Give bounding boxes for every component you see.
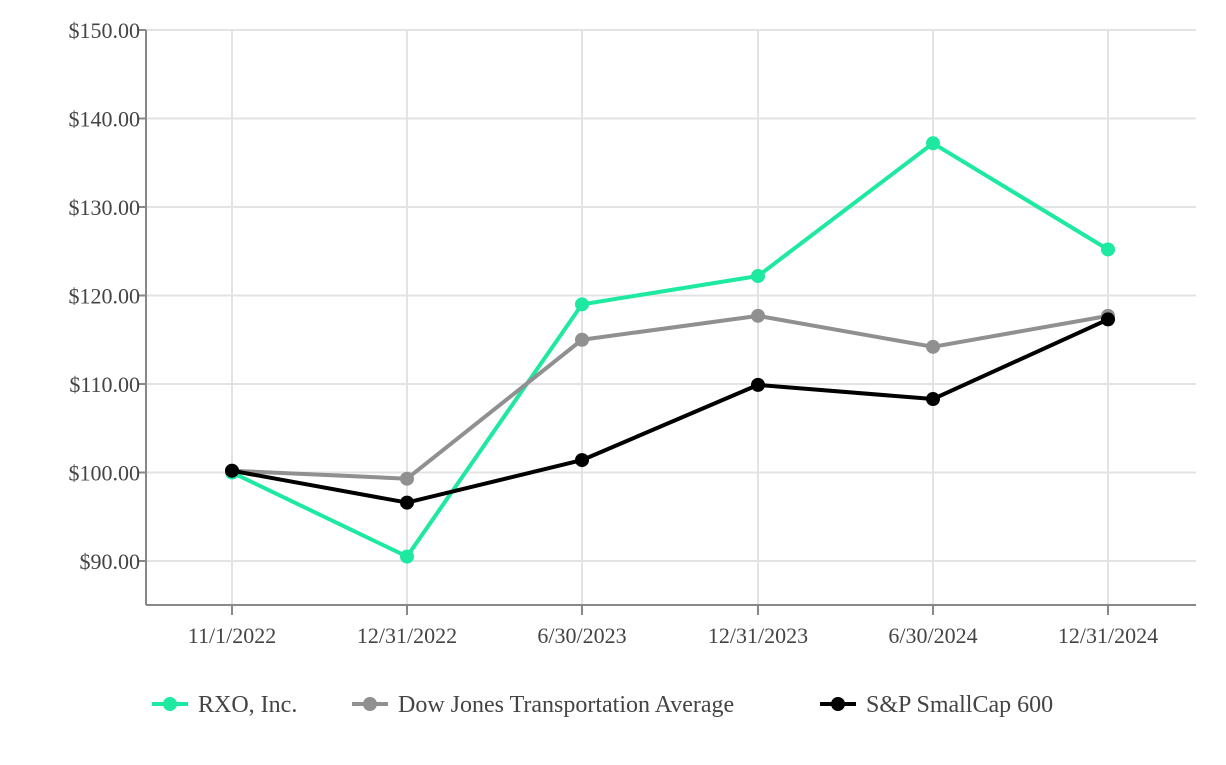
data-point: [575, 297, 589, 312]
x-tick-label: 11/1/2022: [188, 623, 276, 648]
x-tick-labels: 11/1/2022 12/31/2022 6/30/2023 12/31/2023 6/…: [188, 623, 1158, 648]
data-point: [926, 136, 940, 151]
grid: [146, 29, 1196, 605]
data-point: [926, 392, 940, 407]
series-0: [225, 136, 1115, 564]
legend: RXO, Inc. Dow Jones Transportation Averag…: [152, 692, 1053, 718]
data-point: [225, 463, 239, 478]
x-tick-label: 6/30/2023: [537, 623, 626, 648]
y-tick-label: $150.00: [69, 18, 141, 43]
y-tick-label: $120.00: [69, 284, 141, 309]
data-point: [575, 453, 589, 468]
data-point: [751, 269, 765, 284]
series: [225, 136, 1115, 564]
series-1: [225, 308, 1115, 486]
legend-label: RXO, Inc.: [198, 692, 297, 718]
data-point: [1101, 312, 1115, 327]
series-line: [231, 141, 1110, 559]
data-point: [575, 332, 589, 347]
y-tick-label: $100.00: [69, 461, 141, 486]
data-point: [400, 495, 414, 510]
series-line: [231, 313, 1109, 481]
data-point: [751, 377, 765, 392]
x-tick-label: 12/31/2024: [1058, 623, 1158, 648]
x-tick-label: 12/31/2022: [357, 623, 457, 648]
series-line: [231, 317, 1109, 505]
legend-swatch-marker: [363, 697, 377, 711]
data-point: [926, 339, 940, 354]
data-point: [400, 549, 414, 564]
axes: [138, 29, 1196, 615]
y-tick-labels: $90.00 $100.00 $110.00 $120.00 $130.00 $140.0…: [69, 18, 141, 574]
legend-label: S&P SmallCap 600: [866, 692, 1053, 718]
y-tick-label: $130.00: [69, 195, 141, 220]
legend-swatch-marker: [831, 697, 845, 711]
data-point: [400, 471, 414, 486]
x-tick-label: 12/31/2023: [708, 623, 808, 648]
y-tick-label: $90.00: [80, 549, 141, 574]
y-tick-label: $110.00: [69, 372, 140, 397]
legend-item: RXO, Inc.: [152, 692, 297, 718]
legend-label: Dow Jones Transportation Average: [398, 692, 734, 718]
y-tick-label: $140.00: [69, 107, 141, 132]
data-point: [751, 308, 765, 323]
legend-item: Dow Jones Transportation Average: [352, 692, 734, 718]
legend-item: S&P SmallCap 600: [820, 692, 1053, 718]
legend-swatch-marker: [163, 697, 177, 711]
data-point: [1101, 242, 1115, 257]
series-2: [225, 312, 1115, 510]
x-tick-label: 6/30/2024: [888, 623, 977, 648]
